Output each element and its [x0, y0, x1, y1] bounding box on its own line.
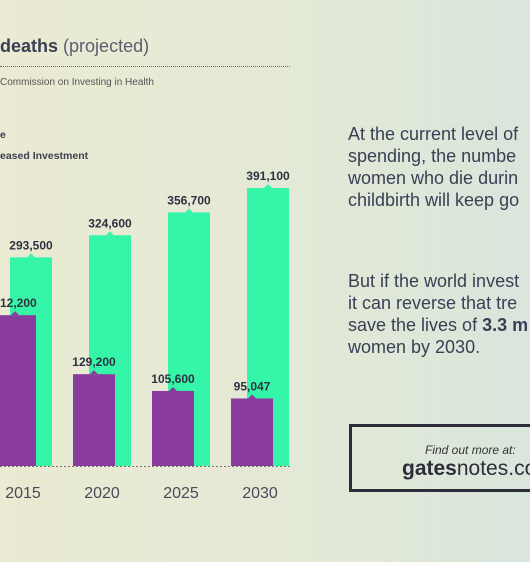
logo-notes: notes.co	[456, 457, 530, 480]
bar-current-marker	[185, 208, 193, 213]
investment-line: women by 2030.	[348, 337, 481, 357]
chart-title-bold: deaths	[0, 36, 59, 56]
bar-increased-value-label: 95,047	[234, 379, 271, 393]
investment-line-part: save the lives of	[348, 315, 483, 335]
investment-line: save the lives of 3.3 m	[348, 314, 528, 336]
bar-increased-marker	[11, 311, 19, 316]
x-tick-label: 2020	[84, 485, 120, 502]
investment-line: it can reverse that tre	[348, 293, 518, 313]
bar-increased-value-label: 105,600	[151, 372, 195, 386]
current-spending-line: women who die durin	[348, 168, 519, 188]
chart-title: deaths (projected)	[0, 36, 149, 57]
source-note: Commission on Investing in Health	[0, 77, 154, 88]
bar-current-value-label: 293,500	[9, 238, 53, 252]
bar-increased-value-label: 129,200	[72, 355, 116, 369]
bar-increased-investment	[73, 374, 115, 466]
investment-line: But if the world invest	[348, 271, 520, 291]
investment-text: But if the world invest it can reverse t…	[348, 270, 528, 358]
legend-item-increased: eased Investment	[0, 150, 89, 162]
bar-increased-marker	[248, 394, 256, 399]
gatesnotes-link-box[interactable]: Find out more at: gatesnotes.co	[349, 424, 530, 492]
x-tick-label: 2030	[242, 485, 278, 502]
current-spending-line: spending, the numbe	[348, 146, 517, 166]
bar-increased-investment	[0, 315, 36, 466]
bar-current-value-label: 356,700	[167, 193, 211, 207]
bar-current-value-label: 324,600	[88, 216, 132, 230]
current-spending-text: At the current level of spending, the nu…	[348, 123, 519, 211]
gatesnotes-logo[interactable]: gatesnotes.co	[402, 457, 530, 481]
lives-saved-highlight: 3.3 m	[482, 315, 529, 335]
bar-current-value-label: 391,100	[246, 169, 290, 183]
bar-increased-value-label: 212,200	[0, 296, 37, 310]
chart-title-projected: (projected)	[63, 36, 150, 56]
bar-increased-investment	[231, 398, 273, 466]
bar-increased-investment	[152, 390, 194, 466]
bar-current-marker	[106, 231, 114, 236]
find-out-more-text: Find out more at:	[425, 443, 516, 457]
title-divider	[0, 66, 290, 67]
bar-current-marker	[264, 184, 272, 188]
bar-chart: 293,500 212,200 2015 324,600 129,200 2020 356,…	[0, 169, 290, 502]
x-tick-label: 2025	[163, 485, 199, 502]
current-spending-line: childbirth will keep go	[348, 190, 520, 210]
bar-current-marker	[27, 253, 35, 258]
logo-gates: gates	[402, 457, 457, 480]
bar-increased-marker	[169, 386, 177, 391]
bar-increased-marker	[90, 370, 98, 375]
x-tick-label: 2015	[5, 485, 41, 502]
legend-item-current: e	[0, 129, 6, 141]
current-spending-line: At the current level of	[348, 124, 519, 144]
